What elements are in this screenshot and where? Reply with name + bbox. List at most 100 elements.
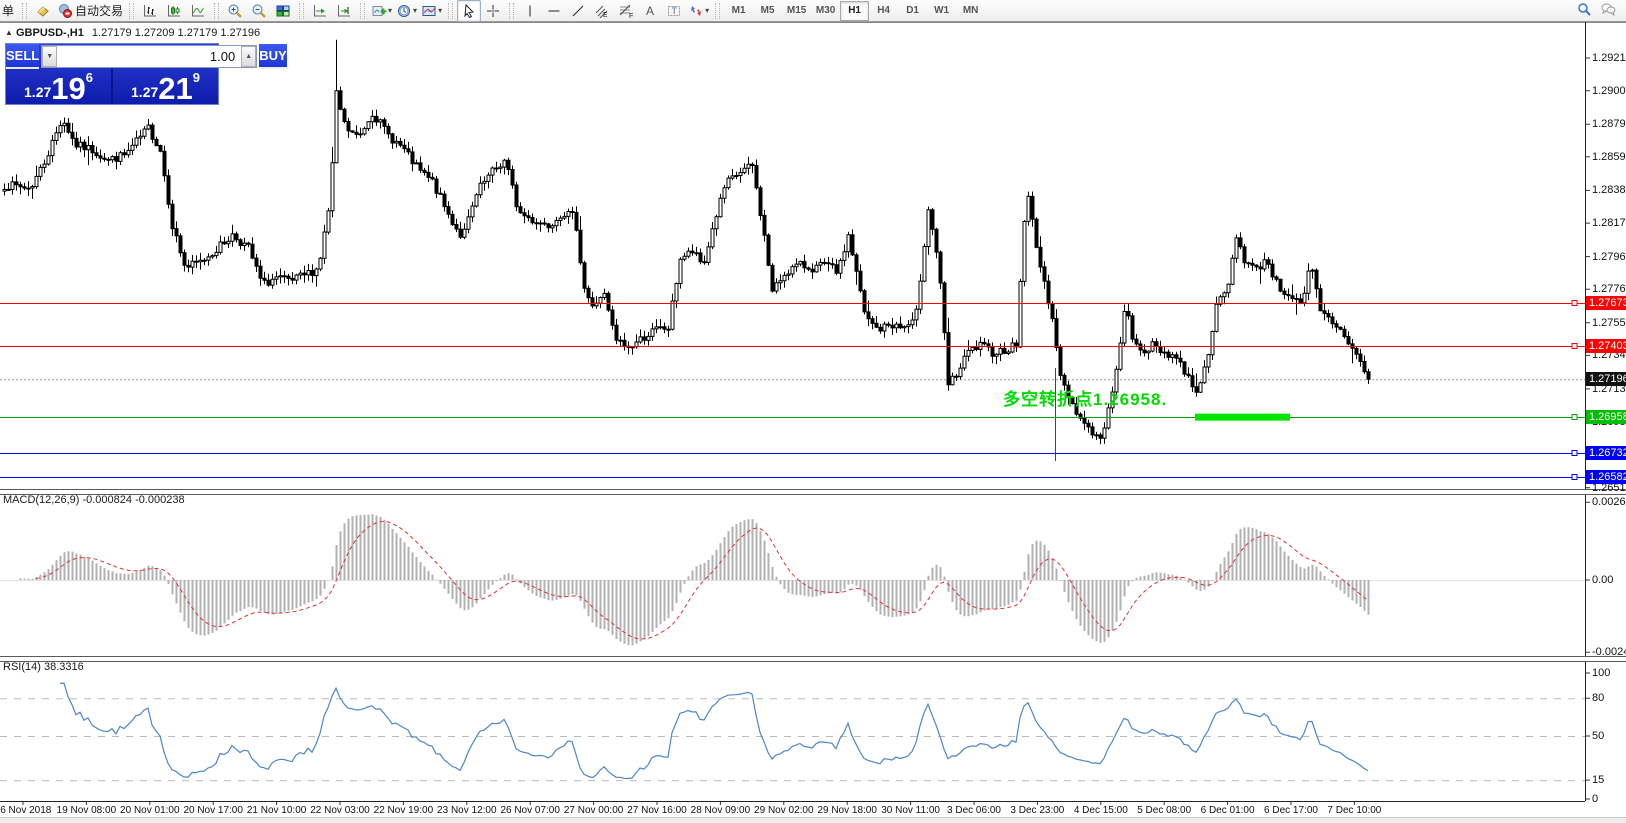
rsi-pane-separator[interactable] [0, 656, 1626, 662]
toolbar-separator [129, 2, 135, 19]
sell-price-pip: 6 [85, 70, 93, 85]
sell-button[interactable]: SELL [6, 44, 40, 69]
symbol-period-label: GBPUSD-,H1 [16, 27, 84, 39]
zoom-out-button[interactable] [247, 0, 271, 22]
text-label-button[interactable]: T [662, 0, 686, 22]
buy-price[interactable]: 1.27 21 9 [113, 69, 218, 104]
macd-tick-label: 0.00 [1592, 574, 1614, 586]
time-tick-label: 6 Dec 17:00 [1264, 805, 1318, 816]
rsi-tick-label: 80 [1592, 692, 1605, 705]
periods-button[interactable]: ▾ [394, 0, 419, 22]
buy-price-main: 21 [158, 71, 193, 106]
autotrading-icon [57, 3, 73, 19]
arrows-button[interactable]: ▾ [686, 0, 711, 22]
time-tick-label: 29 Nov 02:00 [754, 805, 814, 816]
chat-button[interactable] [1596, 0, 1620, 22]
collapse-icon[interactable]: ▲ [5, 28, 13, 37]
svg-text:T: T [672, 6, 678, 16]
indicators-button[interactable]: ▾ [369, 0, 394, 22]
dropdown-caret-icon[interactable]: ▾ [413, 6, 418, 15]
time-axis[interactable] [0, 801, 1626, 818]
auto-scroll-icon [312, 3, 328, 19]
hline-price-label: 1.27403 [1586, 339, 1626, 353]
bars-chart-button[interactable] [138, 0, 162, 22]
price-tick-label: 1.28795 [1592, 118, 1626, 131]
price-tick-label: 1.27760 [1592, 283, 1626, 296]
volume-decrease-button[interactable]: ▼ [42, 46, 58, 67]
toolbar-separator [448, 2, 454, 19]
bars-chart-icon [142, 3, 158, 19]
equidistant-channel-button[interactable]: E [590, 0, 614, 22]
time-tick-label: 22 Nov 19:00 [373, 805, 434, 816]
autotrading-button[interactable]: 自动交易 [55, 0, 125, 22]
one-click-trading-panel: SELL ▼ ▲ BUY 1.27 19 6 1.27 21 9 [5, 43, 287, 105]
cursor-button[interactable] [457, 0, 482, 22]
dropdown-caret-icon[interactable]: ▾ [705, 6, 710, 15]
macd-pane-separator[interactable] [0, 489, 1626, 495]
volume-input[interactable] [57, 46, 242, 67]
volume-increase-button[interactable]: ▲ [241, 46, 257, 67]
templates-icon [421, 3, 437, 19]
fibonacci-button[interactable]: F [614, 0, 638, 22]
dropdown-caret-icon[interactable]: ▾ [388, 6, 393, 15]
timeframe-mn-button[interactable]: MN [962, 5, 979, 16]
autotrading-label: 自动交易 [75, 4, 124, 18]
timeframe-m5-button[interactable]: M5 [760, 5, 775, 16]
time-tick-label: 20 Nov 17:00 [183, 805, 243, 816]
hline-price-label: 1.27673 [1586, 296, 1626, 310]
timeframe-m1-button[interactable]: M1 [731, 5, 746, 16]
time-tick-label: 3 Dec 06:00 [947, 805, 1001, 816]
price-tick-label: 1.28590 [1592, 150, 1626, 163]
time-tick-label: 22 Nov 03:00 [310, 805, 370, 816]
horizontal-line-button[interactable] [542, 0, 566, 22]
toolbar-separator [509, 2, 515, 19]
timeframe-w1-button[interactable]: W1 [934, 5, 950, 16]
buy-button[interactable]: BUY [259, 44, 287, 69]
search-button[interactable] [1572, 0, 1596, 22]
chart-shift-icon [336, 3, 352, 19]
time-tick-label: 5 Dec 08:00 [1137, 805, 1192, 816]
templates-button[interactable]: ▾ [419, 0, 444, 22]
rsi-tick-label: 0 [1592, 793, 1599, 805]
cursor-icon [461, 3, 477, 19]
sell-price-main: 19 [51, 71, 86, 106]
candles-chart-button[interactable] [162, 0, 186, 22]
svg-text:F: F [629, 13, 633, 19]
timeframe-m30-button[interactable]: M30 [815, 5, 836, 16]
chart-shift-button[interactable] [332, 0, 356, 22]
time-tick-label: 20 Nov 01:00 [120, 805, 180, 816]
chart-canvas[interactable] [0, 22, 1585, 801]
vertical-line-button[interactable] [518, 0, 542, 22]
hline-price-label: 1.26582 [1586, 470, 1626, 484]
zoom-in-button[interactable] [223, 0, 247, 22]
auto-scroll-button[interactable] [308, 0, 332, 22]
toolbar-separator [22, 2, 28, 19]
search-icon [1576, 1, 1592, 22]
price-tick-label: 1.26515 [1592, 481, 1626, 494]
macd-tick-label: 0.002627 [1592, 496, 1626, 509]
menu-item[interactable]: 单 [2, 4, 15, 18]
timeframe-m15-button[interactable]: M15 [786, 5, 807, 16]
trendline-button[interactable] [566, 0, 590, 22]
price-tick-label: 1.27965 [1592, 250, 1626, 263]
rsi-tick-label: 15 [1592, 774, 1605, 787]
time-tick-label: 16 Nov 2018 [0, 805, 52, 816]
timeframe-d1-button[interactable]: D1 [906, 5, 919, 16]
dropdown-caret-icon[interactable]: ▾ [438, 6, 443, 15]
sell-price[interactable]: 1.27 19 6 [6, 69, 113, 104]
text-button[interactable]: A [638, 0, 662, 22]
toolbar-separator [299, 2, 305, 19]
hline-price-label: 1.26958 [1586, 410, 1626, 424]
macd-label: MACD(12,26,9) -0.000824 -0.000238 [3, 494, 185, 506]
crosshair-button[interactable] [481, 0, 505, 22]
chat-icon [1600, 1, 1616, 22]
timeframe-h4-button[interactable]: H4 [877, 5, 890, 16]
ohlc-values: 1.27179 1.27209 1.27179 1.27196 [91, 27, 261, 39]
new-order-button[interactable] [31, 0, 55, 22]
rsi-tick-label: 50 [1592, 730, 1605, 742]
tile-windows-button[interactable] [271, 0, 295, 22]
toolbar-separator [360, 2, 366, 19]
line-chart-button[interactable] [186, 0, 210, 22]
timeframe-h1-button[interactable]: H1 [840, 0, 870, 21]
zoom-in-icon [227, 3, 243, 19]
